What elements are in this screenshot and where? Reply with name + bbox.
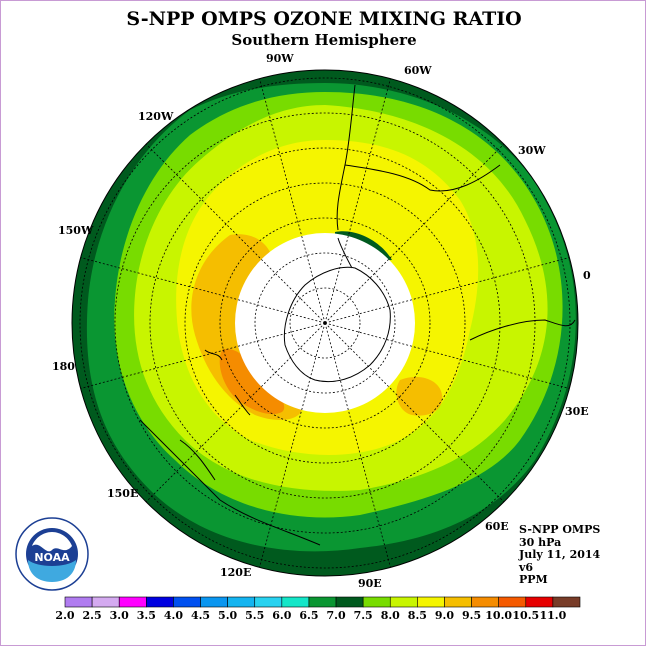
colorbar-label: 8.0 <box>381 609 400 622</box>
colorbar-label: 11.0 <box>539 609 566 622</box>
colorbar-swatch <box>362 596 391 608</box>
new-zealand-coastline <box>204 349 251 416</box>
info-version: v6 <box>519 560 534 574</box>
colorbar-swatch <box>498 596 527 608</box>
colorbar-swatch <box>389 596 418 608</box>
page-subtitle: Southern Hemisphere <box>231 31 417 49</box>
colorbar-label: 2.5 <box>83 609 102 622</box>
lon-label-120e: 120E <box>220 566 252 579</box>
colorbar-label: 9.0 <box>435 609 454 622</box>
antarctica-coastline <box>283 237 391 383</box>
colorbar-label: 3.5 <box>137 609 156 622</box>
info-level: 30 hPa <box>519 535 562 549</box>
africa-coastline <box>469 319 576 341</box>
colorbar-swatch <box>471 596 499 608</box>
colorbar-swatch <box>146 596 174 608</box>
colorbar-label: 2.0 <box>55 609 74 622</box>
colorbar-label: 10.5 <box>512 609 539 622</box>
colorbar-swatch <box>281 596 310 608</box>
colorbar-swatch <box>444 596 472 608</box>
lon-label-180: 180 <box>52 360 75 373</box>
colorbar-swatch <box>118 596 147 608</box>
colorbar-label: 5.5 <box>245 609 264 622</box>
lon-label-60e: 60E <box>485 520 509 533</box>
map-boundary <box>71 69 579 577</box>
colorbar-swatch <box>200 596 228 608</box>
colorbar-swatch <box>173 596 201 608</box>
colorbar-label: 4.0 <box>164 609 183 622</box>
lon-label-0: 0 <box>583 269 591 282</box>
colorbar-label: 6.0 <box>272 609 291 622</box>
colorbar-swatch <box>552 596 581 608</box>
colorbar-swatch <box>254 596 283 608</box>
lon-label-60w: 60W <box>404 64 432 77</box>
colorbar-swatch <box>64 596 93 608</box>
south-america-coastline <box>336 84 501 231</box>
noaa-logo-icon: NOAA <box>15 517 89 591</box>
coastlines <box>139 84 576 546</box>
noaa-logo-text: NOAA <box>34 551 70 564</box>
south-pole-marker <box>323 321 327 325</box>
colorbar-swatch <box>335 596 364 608</box>
colorbar-swatch <box>525 596 554 608</box>
colorbar-swatch <box>308 596 337 608</box>
colorbar-label: 7.5 <box>354 609 373 622</box>
lon-label-30w: 30W <box>518 144 546 157</box>
page-title: S-NPP OMPS OZONE MIXING RATIO <box>126 8 522 30</box>
info-date: July 11, 2014 <box>519 548 601 561</box>
info-instrument: S-NPP OMPS <box>519 523 601 536</box>
colorbar-label: 8.5 <box>408 609 427 622</box>
lon-label-30e: 30E <box>565 405 589 418</box>
colorbar-swatch <box>227 596 256 608</box>
graticule <box>79 77 571 569</box>
colorbar-label: 10.0 <box>485 609 512 622</box>
lon-label-150e: 150E <box>107 487 139 500</box>
ozone-band-9.5 <box>219 349 285 415</box>
colorbar-label: 5.0 <box>218 609 237 622</box>
colorbar-label: 3.0 <box>110 609 129 622</box>
lon-label-90w: 90W <box>266 52 294 65</box>
lon-label-120w: 120W <box>138 110 174 123</box>
colorbar-label: 9.5 <box>462 609 481 622</box>
colorbar-label: 6.5 <box>299 609 318 622</box>
colorbar-swatch <box>417 596 445 608</box>
colorbar-label: 4.5 <box>191 609 210 622</box>
info-units: PPM <box>519 573 548 586</box>
info-block: S-NPP OMPS 30 hPa July 11, 2014 v6 PPM <box>519 523 601 587</box>
lon-label-90e: 90E <box>358 577 382 590</box>
australia-coastline <box>139 419 321 546</box>
lon-label-150w: 150W <box>58 224 94 237</box>
colorbar-label: 7.0 <box>326 609 345 622</box>
colorbar-swatch <box>91 596 120 608</box>
